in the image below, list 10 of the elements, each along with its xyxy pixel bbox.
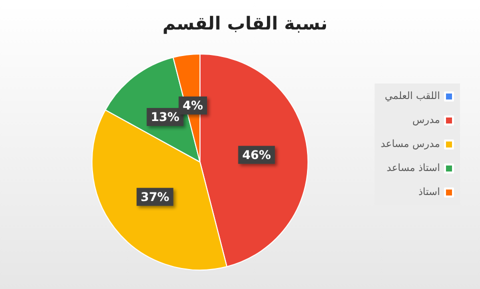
legend-label: مدرس [412,115,440,126]
legend-label: استاذ [418,187,440,198]
data-label: 37% [140,190,170,204]
legend-label: مدرس مساعد [380,139,440,150]
data-label: 4% [182,98,204,112]
data-label: 46% [242,148,271,162]
chart-title: نسبة القاب القسم [162,14,328,34]
legend-label: استاذ مساعد [386,163,440,174]
data-label: 13% [150,110,180,124]
legend-label: اللقب العلمي [384,91,440,102]
